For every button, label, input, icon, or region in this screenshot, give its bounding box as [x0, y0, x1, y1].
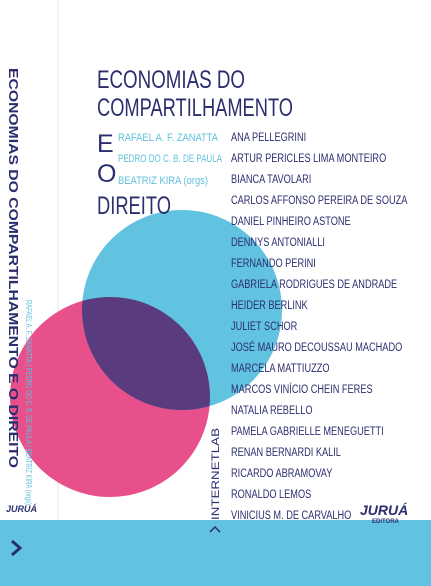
spine-organizers: RAFAEL A. F. ZANATTA | PEDRO DO C. B. DE…	[24, 300, 34, 505]
publisher-sub: EDITORA	[372, 519, 400, 525]
author: DENNYS ANTONIALLI	[231, 237, 325, 249]
author: ANA PELLEGRINI	[231, 132, 306, 144]
imprint: INTERNETLAB	[210, 428, 222, 520]
author: ARTUR PERICLES LIMA MONTEIRO	[231, 153, 386, 165]
author: MARCELA MATTIUZZO	[231, 363, 330, 375]
author: RENAN BERNARDI KALIL	[231, 447, 341, 459]
author: NATALIA REBELLO	[231, 405, 313, 417]
author: JOSÉ MAURO DECOUSSAU MACHADO	[231, 341, 402, 354]
bottom-band	[0, 520, 431, 586]
publisher-logo: JURUÁ	[360, 502, 408, 518]
chevron-icon[interactable]	[11, 539, 23, 557]
author: JULIET SCHOR	[231, 321, 297, 333]
author: FERNANDO PERINI	[231, 258, 316, 270]
organizer: RAFAEL A. F. ZANATTA	[118, 132, 219, 144]
title: ECONOMIAS DO COMPARTILHAMENTO E O DIREIT…	[97, 66, 293, 220]
author: MARCOS VINÍCIO CHEIN FERES	[231, 383, 373, 396]
title-line: ECONOMIAS DO	[97, 66, 245, 94]
organizer: BEATRIZ KIRA (orgs)	[118, 175, 208, 187]
author: RONALDO LEMOS	[231, 489, 312, 501]
title-line: E	[97, 130, 114, 158]
spine-publisher: JURUÁ	[6, 504, 37, 514]
author: RICARDO ABRAMOVAY	[231, 468, 333, 480]
organizers: RAFAEL A. F. ZANATTA PEDRO DO C. B. DE P…	[118, 132, 222, 187]
author: DANIEL PINHEIRO ASTONE	[231, 216, 351, 228]
title-line: COMPARTILHAMENTO	[97, 94, 293, 122]
imprint-icon	[209, 525, 221, 533]
author: GABRIELA RODRIGUES DE ANDRADE	[231, 279, 397, 291]
organizer: PEDRO DO C. B. DE PAULA	[118, 153, 222, 165]
author: CARLOS AFFONSO PEREIRA DE SOUZA	[231, 195, 408, 207]
author: BIANCA TAVOLARI	[231, 174, 311, 186]
title-line: O	[97, 160, 116, 188]
title-line: DIREITO	[97, 192, 171, 220]
authors: ANA PELLEGRINI ARTUR PERICLES LIMA MONTEI…	[231, 132, 408, 522]
spine-title: ECONOMIAS DO COMPARTILHAMENTO E O DIREIT…	[6, 68, 21, 468]
author: HEIDER BERLINK	[231, 300, 308, 312]
author: VINICIUS M. DE CARVALHO	[231, 510, 351, 522]
author: PAMELA GABRIELLE MENEGUETTI	[231, 426, 384, 438]
